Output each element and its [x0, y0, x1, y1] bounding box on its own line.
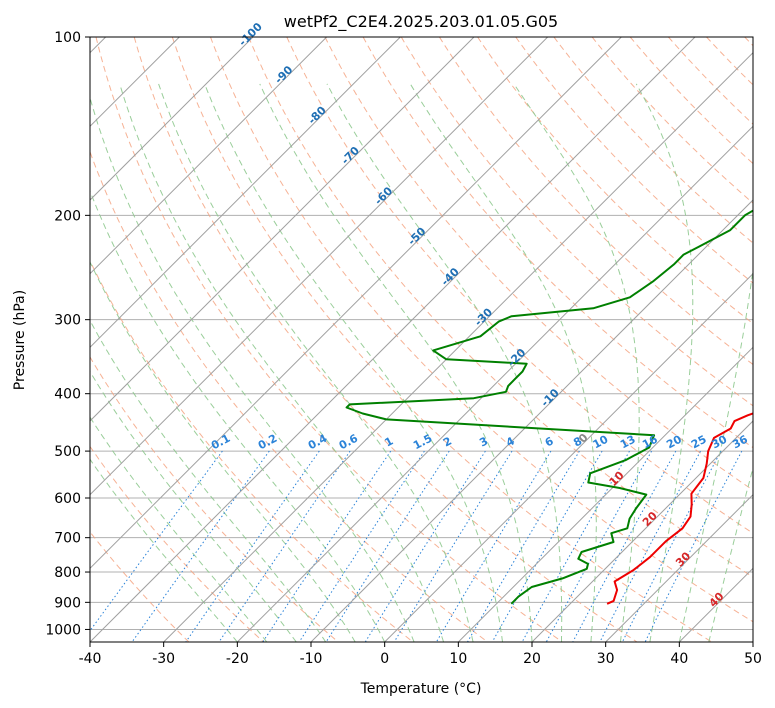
moist-adiabat-line: [259, 83, 533, 642]
isotherm-line: [90, 37, 328, 275]
moist-adiabat-line: [90, 458, 238, 642]
mixing-ratio-label: 20: [664, 433, 684, 452]
y-tick-label: 400: [54, 387, 81, 403]
x-tick-label: 30: [597, 651, 615, 667]
profile-lines: [345, 209, 753, 605]
isotherm-line: [90, 37, 622, 570]
isotherm-line: [163, 51, 753, 642]
dry-adiabat-line: [90, 445, 264, 642]
plot-frame: [89, 36, 754, 643]
mixing-ratio-line: [185, 450, 320, 642]
mixing-ratio-line: [545, 450, 653, 642]
isotherm-line: [90, 37, 549, 496]
y-tick-label: 1000: [45, 622, 81, 638]
mixing-ratio-label: 16: [640, 433, 660, 452]
isotherm-line: [457, 346, 753, 642]
moist-adiabat-line: [204, 83, 503, 642]
dewpoint-line: [345, 209, 753, 605]
y-tick-label: 200: [54, 208, 81, 224]
mixing-ratio-line: [131, 450, 270, 642]
x-tick-label: -30: [152, 651, 175, 667]
mixing-ratio-line: [435, 450, 552, 642]
x-axis-ticks: -40 -30 -20 -10 0 10 20 30 40 50: [79, 642, 762, 667]
isotherm-line: [90, 37, 475, 422]
mixing-ratio-line: [467, 450, 580, 642]
isotherm-line: [384, 272, 753, 642]
y-tick-label: 800: [54, 565, 81, 581]
moist-adiabat-line: [90, 370, 297, 642]
isotherm-line: [90, 37, 696, 642]
dry-adiabat-line: [210, 37, 753, 623]
x-axis-label: Temperature (°C): [360, 681, 482, 697]
moist-adiabat-line: [678, 83, 753, 642]
pressure-gridlines: [90, 37, 753, 630]
dry-adiabat-line: [286, 37, 753, 534]
y-tick-label: 600: [54, 491, 81, 507]
dry-adiabat-line: [553, 37, 753, 244]
y-tick-label: 100: [54, 30, 81, 46]
moist-adiabat-line: [90, 416, 268, 642]
isotherm-line: [236, 125, 753, 642]
moist-adiabat-line: [409, 83, 597, 642]
y-tick-label: 500: [54, 444, 81, 460]
mixing-ratio-line: [491, 450, 603, 642]
mixing-ratio-line: [393, 450, 513, 642]
isotherm-line: [605, 493, 753, 642]
dry-adiabat-line: [90, 356, 339, 642]
x-tick-label: -20: [226, 651, 249, 667]
mixing-ratio-line: [364, 450, 486, 642]
y-tick-label: 900: [54, 595, 81, 611]
x-tick-label: 20: [523, 651, 541, 667]
mixing-ratio-label: 25: [689, 433, 709, 452]
y-axis-ticks: 100 200 300 400 500 600 700 800 900 1000: [45, 30, 90, 638]
moist-adiabat-line: [708, 466, 753, 642]
x-tick-label: 0: [380, 651, 389, 667]
y-tick-label: 300: [54, 313, 81, 329]
plot-area: [90, 37, 753, 642]
dry-adiabat-line: [133, 37, 638, 642]
chart-title: wetPf2_C2E4.2025.203.01.05.G05: [284, 12, 558, 32]
dry-adiabat-line: [90, 259, 414, 642]
y-axis-label: Pressure (hPa): [12, 290, 28, 390]
moist-adiabat-line: [90, 319, 327, 642]
dry-adiabat-line: [248, 37, 753, 578]
dry-adiabat-line: [438, 37, 753, 366]
x-tick-label: 40: [670, 651, 688, 667]
x-tick-label: 50: [744, 651, 762, 667]
isotherm-line: [531, 420, 753, 642]
mixing-ratio-label: 36: [730, 433, 750, 452]
moist-adiabat-line: [90, 260, 356, 642]
mixing-ratio-label: 10: [591, 433, 611, 452]
mixing-ratio-line: [621, 450, 722, 642]
dry-adiabat-line: [171, 37, 712, 642]
isotherm-line: [90, 37, 254, 201]
x-tick-label: 10: [449, 651, 467, 667]
moist-adiabat-line: [158, 83, 474, 642]
temperature-line: [606, 412, 753, 605]
isotherm-line: [310, 199, 753, 642]
moist-adiabat-line: [90, 96, 415, 642]
dry-adiabat-line: [591, 37, 753, 204]
mixing-ratio-line: [599, 450, 701, 642]
mixing-ratio-line: [572, 450, 677, 642]
mixing-ratio-line: [521, 450, 630, 642]
dry-adiabat-line: [95, 37, 563, 642]
dry-adiabat-line: [400, 37, 753, 407]
isotherm-line: [90, 37, 401, 349]
mixing-ratio-label: 30: [710, 433, 730, 452]
moist-adiabat-line: [326, 83, 563, 642]
moist-adiabat-line: [635, 83, 694, 642]
moist-adiabat-line: [119, 83, 445, 642]
mixing-ratio-line: [218, 450, 351, 642]
x-tick-label: -40: [79, 651, 102, 667]
y-tick-label: 700: [54, 531, 81, 547]
dry-adiabat-line: [324, 37, 753, 491]
x-tick-label: -10: [300, 651, 323, 667]
mixing-ratio-label: 13: [618, 433, 638, 452]
isotherms: [90, 37, 753, 642]
mixing-ratio-lines: [90, 450, 743, 642]
